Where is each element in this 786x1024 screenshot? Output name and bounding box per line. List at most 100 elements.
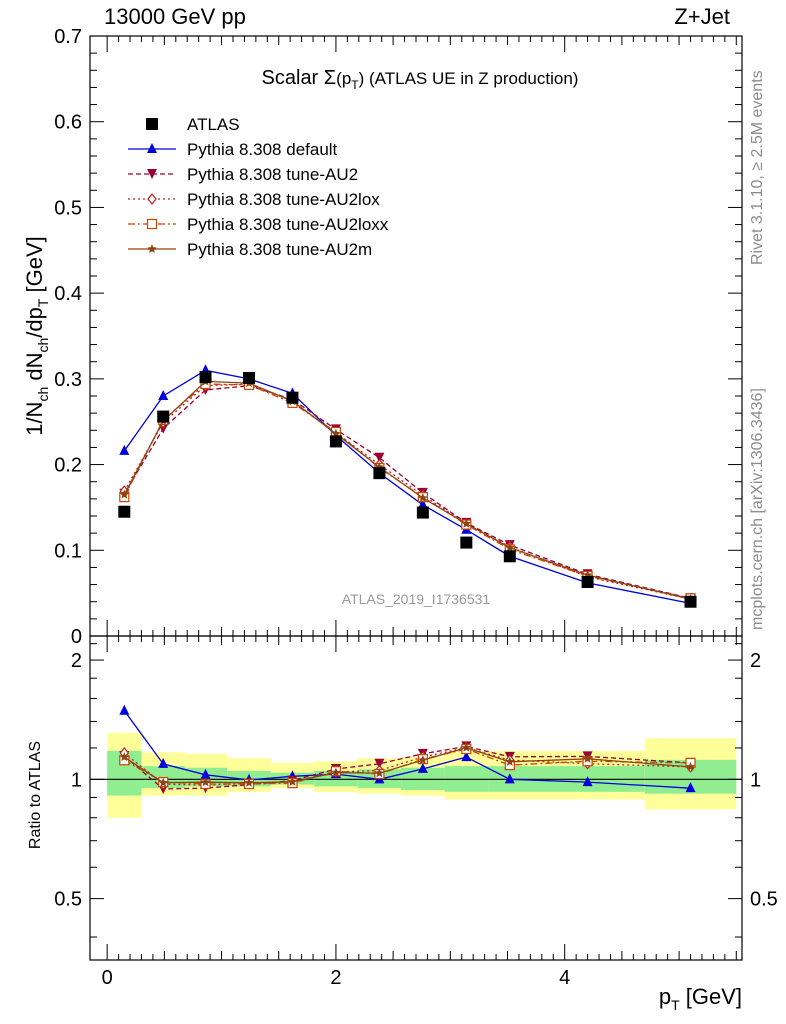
- main-series-layer: [118, 364, 697, 608]
- data-point: [242, 372, 255, 384]
- main-y-tick-label: 0.1: [54, 540, 82, 562]
- data-point: [147, 169, 157, 179]
- data-point: [157, 410, 170, 423]
- series-4: [119, 378, 696, 604]
- series-line: [123, 369, 691, 605]
- legend-label: Pythia 8.308 tune-AU2lox: [187, 190, 380, 209]
- data-point: [373, 467, 386, 480]
- main-y-tick-label: 0.4: [54, 283, 82, 305]
- data-point: [329, 435, 342, 448]
- data-point: [505, 756, 515, 766]
- mcplots-label: mcplots.cern.ch [arXiv:1306.3436]: [749, 388, 766, 630]
- data-point: [244, 777, 254, 787]
- legend-label: Pythia 8.308 tune-AU2: [187, 165, 358, 184]
- header-right: Z+Jet: [674, 4, 730, 29]
- data-point: [200, 777, 211, 787]
- series-5: [119, 376, 696, 604]
- data-point: [158, 777, 168, 787]
- x-tick-label: 0: [102, 967, 113, 989]
- legend-entry: Pythia 8.308 default: [128, 140, 338, 159]
- series-line: [123, 383, 691, 600]
- data-point: [118, 505, 131, 518]
- legend-entry: Pythia 8.308 tune-AU2m: [128, 240, 372, 259]
- data-point: [418, 755, 428, 765]
- data-point: [418, 493, 428, 502]
- data-point: [147, 143, 157, 153]
- ratio-series-layer: [119, 704, 696, 795]
- ratio-line: [123, 710, 691, 789]
- series-2: [119, 380, 696, 604]
- legend-entry: ATLAS: [146, 115, 240, 134]
- ratio-y-tick-label: 2: [71, 650, 82, 672]
- main-y-tick-label: 0.7: [54, 26, 82, 48]
- header-left: 13000 GeV pp: [104, 4, 246, 29]
- series-3: [119, 378, 696, 606]
- data-point: [119, 704, 130, 715]
- ratio-line: [123, 747, 691, 784]
- data-point: [417, 762, 428, 773]
- x-tick-label: 2: [330, 967, 341, 989]
- data-point: [331, 767, 341, 777]
- x-axis-label: pT [GeV]: [659, 984, 742, 1013]
- data-point: [200, 768, 211, 779]
- main-y-tick-label: 0.5: [54, 197, 82, 219]
- ratio-y-tick-label: 1: [71, 769, 82, 791]
- data-point: [146, 218, 158, 230]
- data-point: [582, 753, 593, 763]
- data-point: [147, 244, 157, 253]
- ratio-y-tick-label-right: 2: [750, 650, 761, 672]
- legend-label: Pythia 8.308 tune-AU2loxx: [187, 215, 389, 234]
- ratio-y-axis-label: Ratio to ATLAS: [27, 741, 44, 849]
- main-plot-frame: 0 0.1 0.2 0.3 0.4 0.5 0.6 0.7: [54, 26, 743, 648]
- legend-entry: Pythia 8.308 tune-AU2lox: [128, 190, 380, 209]
- ratio-y-tick-label: 0.5: [54, 889, 82, 911]
- legend: ATLAS Pythia 8.308 default Pythia 8.308 tu…: [128, 115, 389, 259]
- data-point: [147, 193, 157, 205]
- series-0: [118, 371, 697, 608]
- data-point: [158, 390, 169, 400]
- ratio-uncertainty-bands: [107, 732, 737, 818]
- series-line: [123, 385, 691, 599]
- data-point: [119, 444, 130, 455]
- data-point: [417, 498, 428, 509]
- legend-label: Pythia 8.308 tune-AU2m: [187, 240, 372, 259]
- main-y-tick-label: 0: [71, 626, 82, 648]
- rivet-version-label: Rivet 3.1.10, ≥ 2.5M events: [749, 70, 766, 265]
- data-point: [581, 576, 594, 588]
- data-point: [374, 462, 385, 472]
- data-point: [146, 118, 158, 130]
- ratio-plot-frame: 0.5 1 2 0.5 1 2 0 2 4: [54, 635, 778, 989]
- data-point: [461, 742, 472, 752]
- data-point: [685, 782, 696, 793]
- series-line: [123, 380, 691, 600]
- data-point: [684, 595, 697, 608]
- legend-entry: Pythia 8.308 tune-AU2: [128, 165, 358, 184]
- main-y-tick-label: 0.6: [54, 112, 82, 134]
- data-point: [461, 751, 472, 762]
- main-y-tick-label: 0.2: [54, 455, 82, 477]
- x-tick-label: 4: [559, 967, 570, 989]
- ratio-y-tick-label-right: 0.5: [750, 889, 778, 911]
- legend-label: Pythia 8.308 default: [187, 140, 338, 159]
- analysis-watermark: ATLAS_2019_I1736531: [342, 591, 491, 607]
- data-point: [199, 371, 212, 384]
- main-y-tick-label: 0.3: [54, 369, 82, 391]
- data-point: [158, 757, 169, 768]
- plot-title: Scalar Σ(pT) (ATLAS UE in Z production): [262, 67, 579, 92]
- data-point: [374, 452, 385, 463]
- ratio-series-5: [119, 742, 696, 787]
- data-point: [119, 489, 130, 499]
- legend-label: ATLAS: [187, 115, 240, 134]
- data-point: [504, 773, 515, 784]
- data-point: [685, 761, 696, 771]
- data-point: [287, 776, 298, 786]
- data-point: [374, 758, 385, 769]
- series-line: [123, 383, 691, 599]
- data-point: [286, 391, 299, 404]
- data-point: [460, 536, 473, 549]
- legend-entry: Pythia 8.308 tune-AU2loxx: [128, 215, 389, 234]
- data-point: [374, 768, 385, 778]
- data-point: [119, 752, 130, 762]
- main-y-axis-label: 1/Nch dNch/dpT [GeV]: [22, 236, 51, 436]
